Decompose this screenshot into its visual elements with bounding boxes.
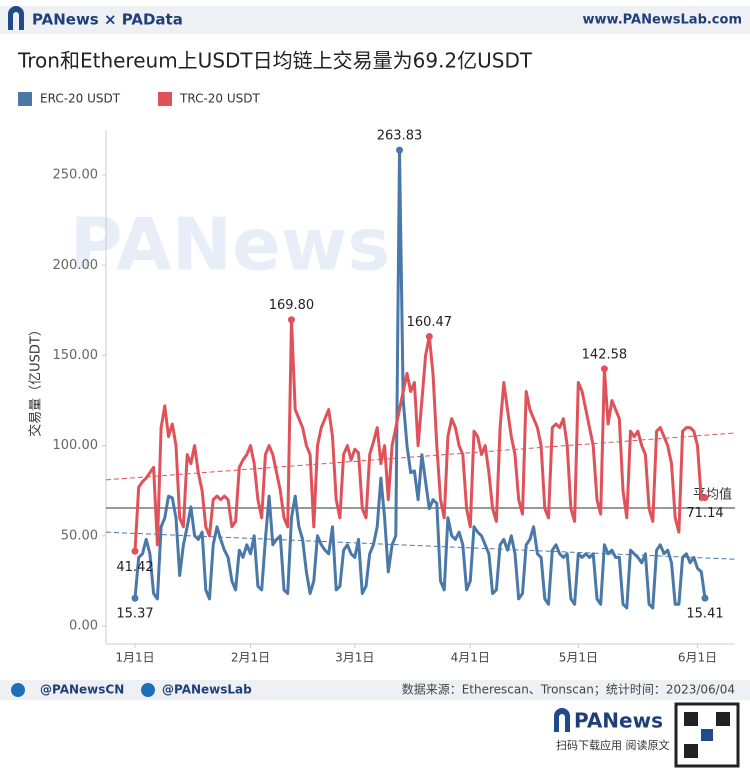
value-label: 71.14: [686, 506, 723, 521]
legend-label: TRC-20 USDT: [179, 92, 261, 106]
chart-title: Tron和Ethereum上USDT日均链上交易量为69.2亿USDT: [17, 49, 533, 73]
value-label: 160.47: [407, 315, 453, 330]
twitter: @PANewsCN: [40, 683, 124, 697]
legend-label: ERC-20 USDT: [40, 92, 121, 106]
qr-center: [701, 729, 713, 741]
y-tick-label: 50.00: [61, 528, 98, 543]
y-axis-label: 交易量（亿USDT）: [28, 323, 44, 437]
point: [701, 594, 709, 602]
y-tick-label: 250.00: [53, 168, 99, 183]
cta: 扫码下载应用 阅读原文: [556, 738, 670, 752]
brand: PANews × PAData: [32, 11, 183, 29]
value-label: 15.41: [686, 607, 723, 622]
point: [131, 594, 139, 602]
y-tick-label: 100.00: [53, 438, 99, 453]
value-label: 15.37: [116, 607, 153, 622]
x-tick-label: 5月1日: [559, 651, 598, 665]
value-label: 263.83: [377, 129, 423, 144]
watermark: PANews: [70, 203, 390, 287]
x-tick-label: 2月1日: [231, 651, 270, 665]
series-line: [133, 318, 706, 552]
source: 数据来源：Etherescan、Tronscan；统计时间：2023/06/04: [402, 682, 735, 697]
footer-bar: [0, 680, 750, 700]
x-tick-label: 4月1日: [451, 651, 490, 665]
plot: ERC-20 USDT TRC-20 USDT 0.00 50.00 100.00 150…: [18, 92, 736, 665]
facebook: @PANewsLab: [162, 683, 252, 697]
footer-logo: PANews: [574, 709, 663, 733]
average-label: 平均值: [693, 487, 732, 503]
series-line: [133, 148, 707, 610]
point: [425, 333, 433, 341]
value-label: 169.80: [269, 298, 315, 313]
legend-swatch: [158, 92, 172, 106]
logo-icon: [8, 6, 24, 30]
value-label: 142.58: [582, 347, 628, 362]
header-bar: [0, 6, 750, 34]
point: [701, 494, 709, 502]
value-label: 41.42: [116, 560, 153, 575]
y-tick-label: 150.00: [53, 348, 99, 363]
point: [396, 146, 404, 154]
qr-corner: [684, 712, 698, 726]
y-tick-label: 0.00: [69, 618, 98, 633]
x-tick-label: 3月1日: [335, 651, 374, 665]
footer-logo-icon: [554, 708, 570, 732]
x-tick-label: 1月1日: [115, 651, 154, 665]
site: www.PANewsLab.com: [583, 13, 742, 28]
point: [131, 547, 139, 555]
qr-corner: [716, 712, 730, 726]
qr-corner: [684, 744, 698, 758]
point: [287, 316, 295, 324]
twitter-icon: [11, 683, 25, 697]
legend-swatch: [18, 92, 32, 106]
point: [600, 365, 608, 373]
y-tick-label: 200.00: [53, 258, 99, 273]
x-tick-label: 6月1日: [678, 651, 717, 665]
facebook-icon: [141, 683, 155, 697]
